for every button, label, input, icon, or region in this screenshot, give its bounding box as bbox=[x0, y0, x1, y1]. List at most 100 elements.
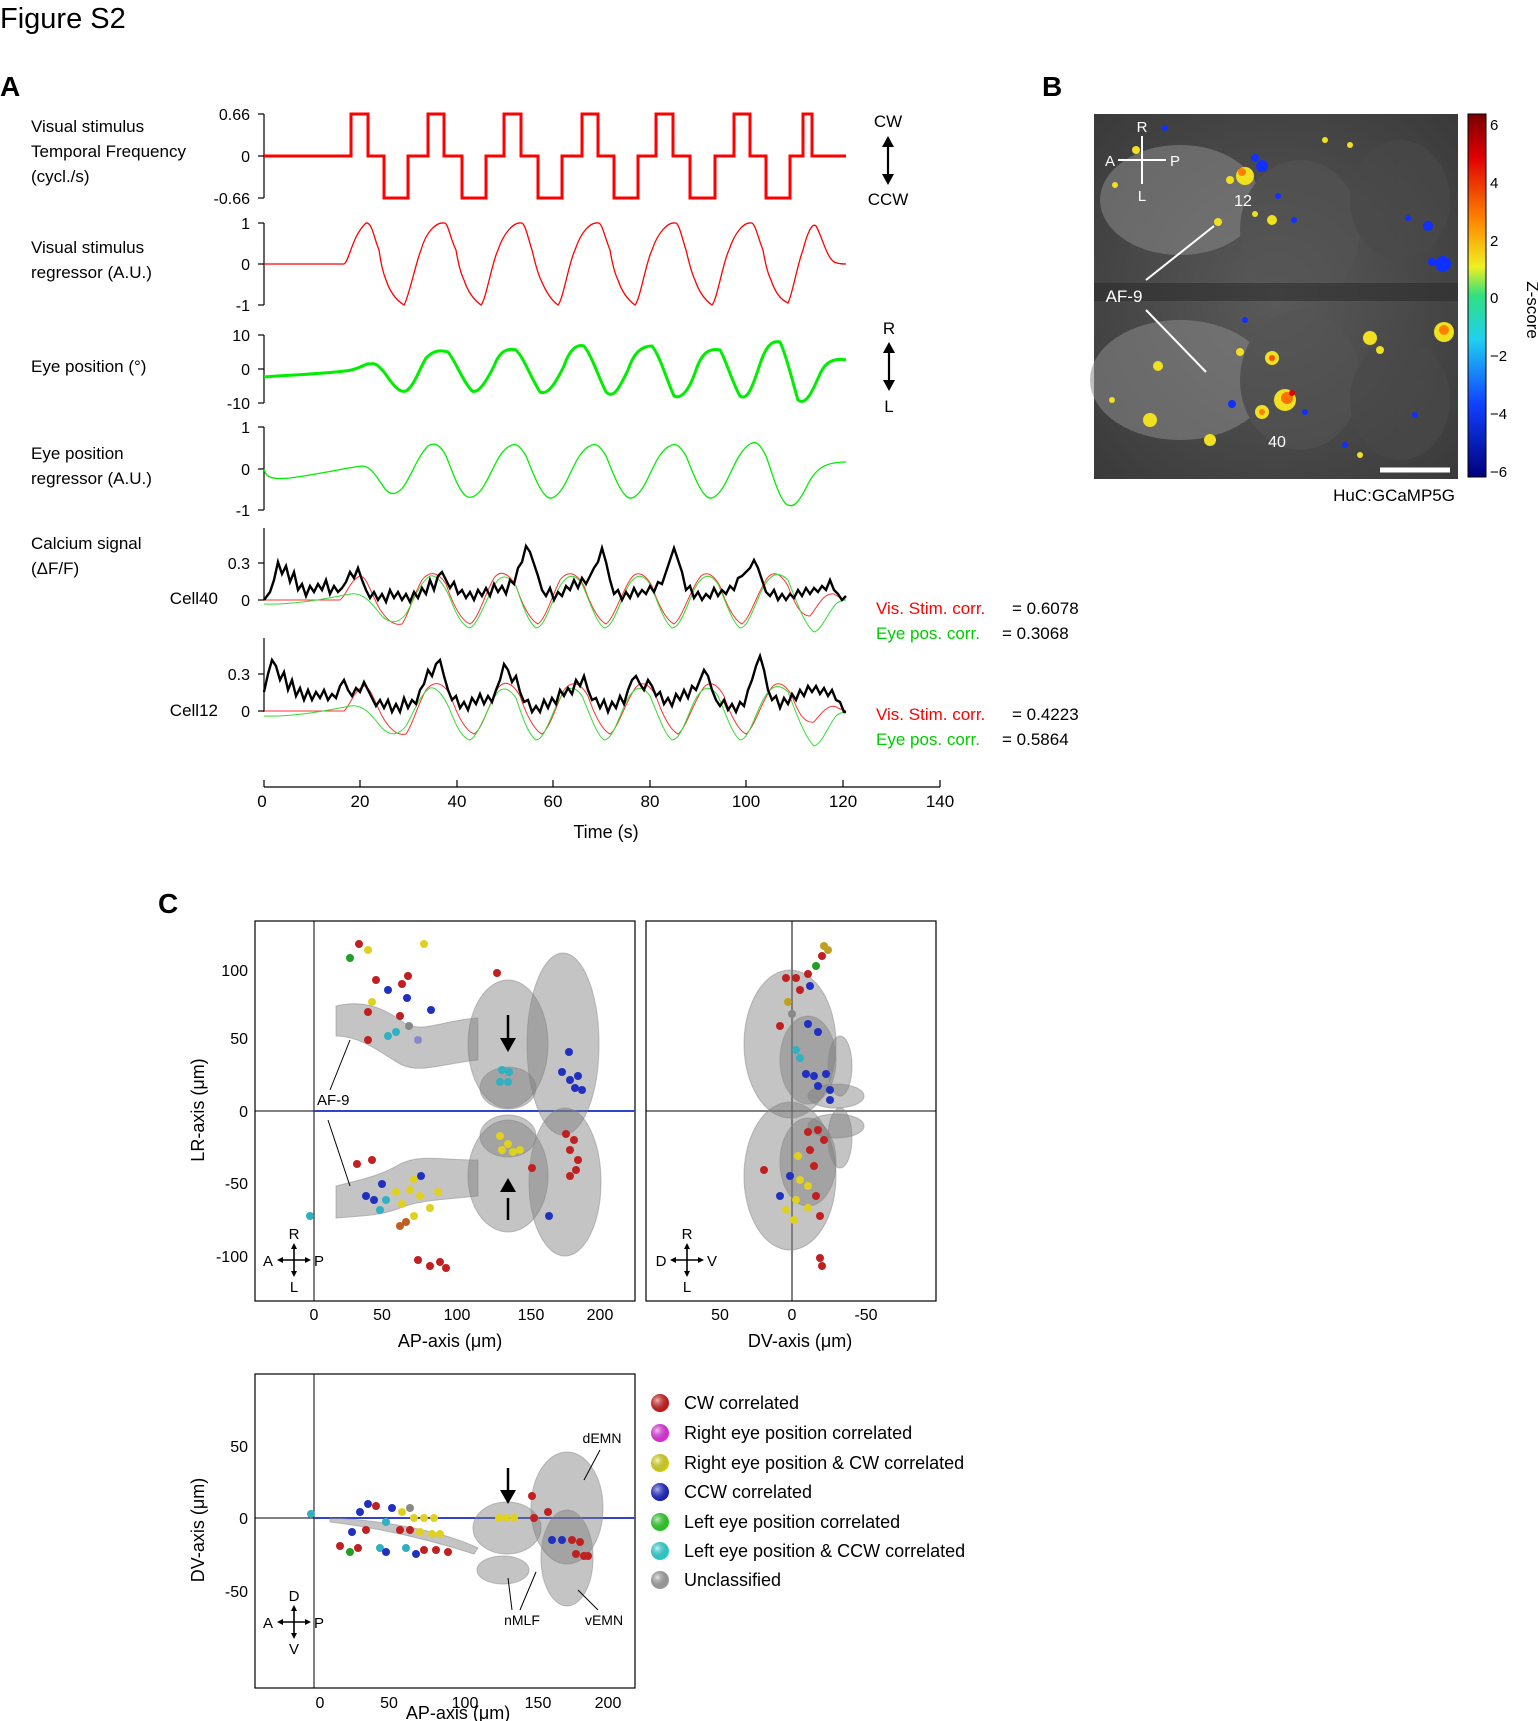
c-b-ytick-m50: -50 bbox=[225, 1584, 248, 1601]
brain-texture bbox=[1090, 140, 1458, 460]
cbar-tick-6: 6 bbox=[1490, 117, 1498, 134]
ccw-label: CCW bbox=[868, 190, 909, 209]
row5-label-line2: (ΔF/F) bbox=[31, 559, 79, 578]
c-tr-compass-w: D bbox=[656, 1253, 667, 1270]
c-tl-ytick-0: 0 bbox=[239, 1104, 248, 1121]
c-tl-xtick-150: 150 bbox=[518, 1307, 545, 1324]
cell40-calcium-trace bbox=[263, 543, 847, 606]
legend-label-0: CW correlated bbox=[684, 1393, 799, 1413]
legend-label-2: Right eye position & CW correlated bbox=[684, 1453, 964, 1473]
panel-c: AF-9 bbox=[188, 920, 965, 1721]
c-tl-ylabel: LR-axis (μm) bbox=[188, 1058, 208, 1161]
eye-position-trace bbox=[263, 340, 847, 403]
compass-b-p: P bbox=[1170, 153, 1180, 170]
cell40-tick-top: 0.3 bbox=[228, 556, 250, 573]
c-topright-cells bbox=[760, 942, 834, 1270]
cell40-tick-zero: 0 bbox=[241, 593, 250, 610]
row2-tick-bot: -1 bbox=[236, 298, 250, 315]
c-tr-xtick-0: 0 bbox=[788, 1307, 797, 1324]
c-b-ylabel: DV-axis (μm) bbox=[188, 1478, 208, 1582]
c-tl-ytick-m100: -100 bbox=[216, 1249, 248, 1266]
time-tick-40: 40 bbox=[448, 792, 467, 811]
c-tl-xtick-50: 50 bbox=[373, 1307, 391, 1324]
panel-label-b: B bbox=[1042, 71, 1062, 102]
cw-ccw-arrow bbox=[882, 136, 894, 185]
legend-label-5: Left eye position & CCW correlated bbox=[684, 1541, 965, 1561]
time-tick-120: 120 bbox=[829, 792, 857, 811]
c-tr-compass bbox=[670, 1243, 704, 1277]
row4-label-line1: Eye position bbox=[31, 444, 124, 463]
compass-b-a: A bbox=[1105, 153, 1115, 170]
c-b-ytick-0: 0 bbox=[239, 1511, 248, 1528]
c-tl-compass-s: L bbox=[290, 1279, 298, 1296]
c-tr-compass-s: L bbox=[683, 1279, 691, 1296]
c-b-xtick-150: 150 bbox=[525, 1695, 552, 1712]
row2-label-line2: regressor (A.U.) bbox=[31, 263, 152, 282]
cell40-eye-corr-label: Eye pos. corr. bbox=[876, 624, 980, 643]
c-tl-compass-e: P bbox=[314, 1253, 324, 1270]
cell40-stim-regressor bbox=[264, 572, 847, 625]
cbar-tick-2: 2 bbox=[1490, 233, 1498, 250]
time-tick-20: 20 bbox=[351, 792, 370, 811]
c-tr-compass-n: R bbox=[682, 1226, 693, 1243]
c-bottom-frame bbox=[254, 1373, 636, 1689]
cell12-eye-regressor bbox=[263, 686, 847, 747]
panel-label-a: A bbox=[0, 71, 20, 102]
c-b-xlabel: AP-axis (μm) bbox=[406, 1703, 510, 1721]
c-tr-xtick-m50: -50 bbox=[854, 1307, 877, 1324]
stimulus-regressor-trace bbox=[264, 222, 847, 306]
row2-label-line1: Visual stimulus bbox=[31, 238, 144, 257]
time-tick-100: 100 bbox=[732, 792, 760, 811]
figure-title: Figure S2 bbox=[0, 3, 126, 35]
c-dEMN-label: dEMN bbox=[583, 1430, 622, 1446]
c-tl-compass-w: A bbox=[263, 1253, 273, 1270]
panel-label-c: C bbox=[158, 888, 178, 919]
c-b-xtick-200: 200 bbox=[595, 1695, 622, 1712]
row2-tick-top: 1 bbox=[241, 216, 250, 233]
c-tl-ytick-50: 50 bbox=[230, 1031, 248, 1048]
c-tr-compass-e: V bbox=[707, 1253, 717, 1270]
c-tl-compass-n: R bbox=[289, 1226, 300, 1243]
row1-tick-top: 0.66 bbox=[219, 107, 250, 124]
c-tl-xtick-200: 200 bbox=[587, 1307, 614, 1324]
panel-b: R L A P 12 40 AF-9 HuC:GCaMP5G 6 4 2 0 −… bbox=[1090, 113, 1538, 505]
cell12-stim-regressor bbox=[264, 682, 847, 735]
c-legend: CW correlated Right eye position correla… bbox=[651, 1393, 965, 1590]
cell12-tick-top: 0.3 bbox=[228, 667, 250, 684]
c-b-xtick-0: 0 bbox=[316, 1695, 325, 1712]
c-b-compass-e: P bbox=[314, 1615, 324, 1632]
c-b-compass-n: D bbox=[289, 1588, 300, 1605]
c-tl-ytick-m50: -50 bbox=[225, 1176, 248, 1193]
c-topleft-arrows bbox=[500, 1015, 516, 1220]
cbar-tick-m6: −6 bbox=[1490, 464, 1507, 481]
af9-lines bbox=[1145, 225, 1215, 373]
cell40-vis-corr-label: Vis. Stim. corr. bbox=[876, 599, 985, 618]
legend-label-4: Left eye position correlated bbox=[684, 1512, 900, 1532]
cbar-tick-4: 4 bbox=[1490, 175, 1498, 192]
zscore-label: Z-score bbox=[1523, 281, 1538, 339]
c-af9-pointers bbox=[327, 1039, 351, 1187]
c-bottom-cells bbox=[307, 1492, 592, 1560]
c-bottom-arrow bbox=[500, 1468, 516, 1504]
c-bottom-regions bbox=[329, 1451, 604, 1607]
cbar-tick-m4: −4 bbox=[1490, 406, 1507, 423]
time-tick-60: 60 bbox=[544, 792, 563, 811]
row5-label-line1: Calcium signal bbox=[31, 534, 142, 553]
row2-tick-mid: 0 bbox=[241, 257, 250, 274]
row3-label-line1: Eye position (°) bbox=[31, 357, 146, 376]
row1-label-line2: Temporal Frequency bbox=[31, 142, 186, 161]
c-topright-regions bbox=[743, 969, 865, 1251]
c-b-xtick-50: 50 bbox=[380, 1695, 398, 1712]
row1-tick-mid: 0 bbox=[241, 149, 250, 166]
c-tl-ytick-100: 100 bbox=[221, 963, 248, 980]
c-vEMN-label: vEMN bbox=[585, 1612, 623, 1628]
row3-tick-mid: 0 bbox=[241, 362, 250, 379]
row4-tick-top: 1 bbox=[241, 420, 250, 437]
compass-b-l: L bbox=[1138, 188, 1146, 205]
row4-tick-bot: -1 bbox=[236, 503, 250, 520]
c-tr-xlabel: DV-axis (μm) bbox=[748, 1331, 852, 1351]
cell12-tick-zero: 0 bbox=[241, 704, 250, 721]
cell40-name: Cell40 bbox=[170, 589, 218, 608]
cell12-calcium-trace bbox=[262, 652, 846, 716]
